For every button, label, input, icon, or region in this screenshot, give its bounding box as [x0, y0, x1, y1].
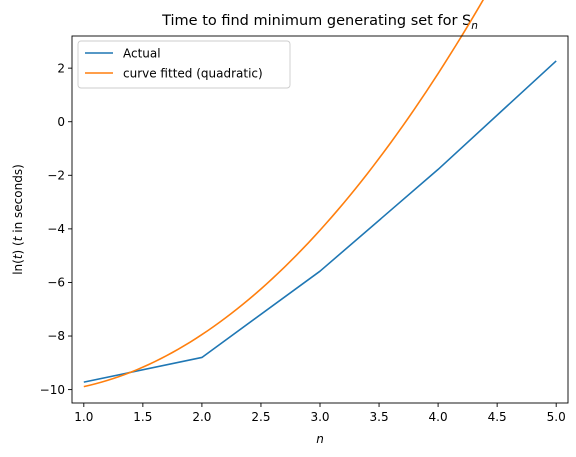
y-tick-label: 0: [57, 115, 65, 129]
x-axis-label: n: [316, 432, 324, 446]
x-tick-label: 2.5: [251, 410, 270, 424]
y-axis-label-mid: ) (: [11, 241, 25, 254]
legend-box: [77, 40, 291, 89]
chart-title-main: Time to find minimum generating set for …: [161, 13, 471, 29]
plot-area: 1.0 1.5 2.0 2.5 3.0 3.5 4.0 4.5 5.0 −10 −8 −6 −4 −2 0 2…: [40, 0, 569, 424]
legend: Actual curve fitted (quadratic): [77, 40, 291, 89]
x-tick-label: 4.5: [488, 410, 507, 424]
y-axis-label: ln(t) (t in seconds): [11, 164, 25, 275]
y-tick-label: −2: [47, 168, 65, 182]
x-tick-label: 2.0: [192, 410, 211, 424]
y-tick-label: −4: [47, 222, 65, 236]
chart-title-subscript: n: [471, 20, 478, 32]
y-axis-label-prefix: ln(: [11, 259, 25, 275]
y-tick-label: −10: [40, 383, 65, 397]
x-tick-label: 1.0: [74, 410, 93, 424]
x-tick-label: 3.0: [310, 410, 329, 424]
y-tick-label: −6: [47, 276, 65, 290]
axes-frame: [71, 35, 569, 404]
y-axis-label-var: t: [11, 253, 25, 259]
y-tick-label: 2: [57, 61, 65, 75]
legend-label: Actual: [123, 46, 161, 60]
x-tick-label: 1.5: [133, 410, 152, 424]
x-tick-label: 5.0: [547, 410, 566, 424]
x-tick-label: 4.0: [429, 410, 448, 424]
y-axis-label-suffix: in seconds): [11, 164, 25, 236]
x-tick-label: 3.5: [370, 410, 389, 424]
chart-title: Time to find minimum generating set for …: [161, 13, 478, 32]
series-line-fitted: [83, 0, 485, 388]
y-axis-label-var2: t: [11, 235, 25, 241]
y-tick-label: −8: [47, 329, 65, 343]
legend-label: curve fitted (quadratic): [123, 66, 263, 80]
series-line-actual: [83, 60, 557, 383]
